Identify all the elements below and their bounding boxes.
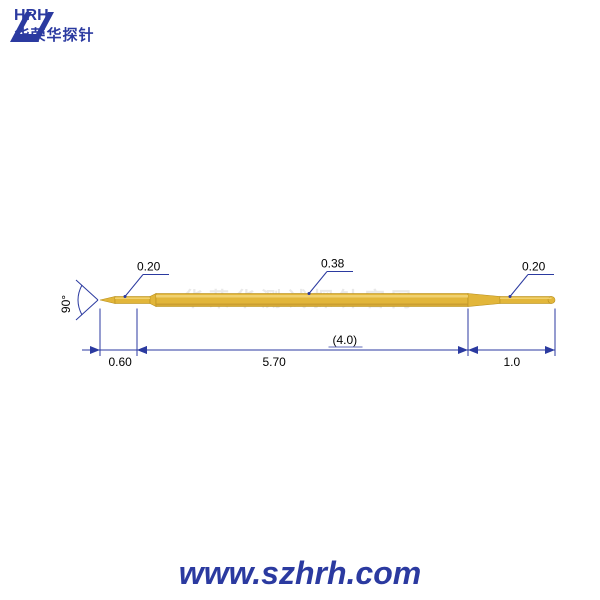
svg-text:0.38: 0.38: [321, 257, 345, 271]
svg-text:0.20: 0.20: [522, 260, 546, 274]
svg-text:90°: 90°: [59, 295, 73, 313]
svg-text:5.70: 5.70: [263, 355, 287, 369]
svg-text:0.60: 0.60: [109, 355, 133, 369]
dimensions: 0.20 0.38 0.20 90° 0.60 5.70 (4.0) 1.0: [59, 257, 555, 370]
svg-text:0.20: 0.20: [137, 260, 161, 274]
technical-drawing: 0.20 0.38 0.20 90° 0.60 5.70 (4.0) 1.0: [0, 0, 600, 600]
svg-text:(4.0): (4.0): [333, 333, 358, 347]
svg-text:1.0: 1.0: [504, 355, 521, 369]
probe-body: [100, 294, 555, 307]
website-url[interactable]: www.szhrh.com: [0, 555, 600, 592]
